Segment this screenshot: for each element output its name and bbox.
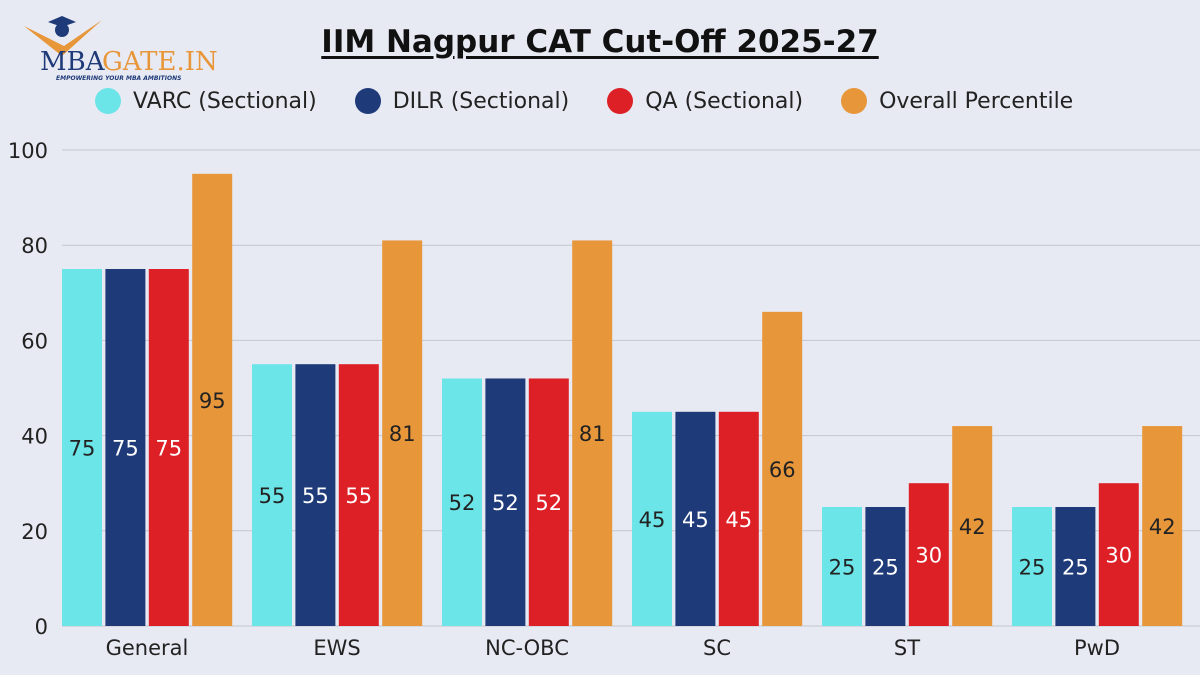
legend-label: Overall Percentile — [879, 88, 1074, 114]
legend-item: Overall Percentile — [841, 88, 1073, 114]
legend-item: DILR (Sectional) — [354, 88, 570, 114]
data-label: 45 — [639, 508, 666, 532]
y-tick-label: 100 — [8, 139, 48, 163]
data-label: 55 — [302, 484, 329, 508]
bar-dilr-sectional — [295, 364, 336, 626]
chart-title-text: IIM Nagpur CAT Cut-Off 2025-27 — [321, 24, 879, 60]
x-tick-label: ST — [894, 636, 920, 660]
legend-item: VARC (Sectional) — [95, 88, 317, 114]
data-label: 55 — [345, 484, 372, 508]
y-tick-label: 80 — [21, 234, 48, 258]
x-tick-label: NC-OBC — [485, 636, 569, 660]
y-tick-label: 0 — [35, 615, 48, 639]
bar-qa-sectional — [718, 411, 759, 626]
bar-varc-sectional — [822, 507, 862, 626]
data-label: 45 — [725, 508, 752, 532]
legend-label: QA (Sectional) — [645, 88, 804, 114]
bar-qa-sectional — [338, 364, 379, 626]
y-tick-label: 40 — [21, 425, 48, 449]
x-tick-label: PwD — [1074, 636, 1120, 660]
bar-overall-percentile — [382, 240, 423, 626]
svg-text:GATE.IN: GATE.IN — [102, 47, 218, 77]
bar-dilr-sectional — [865, 507, 906, 626]
data-label: 75 — [112, 437, 139, 461]
data-label: 55 — [259, 484, 286, 508]
bar-qa-sectional — [148, 269, 189, 626]
bar-overall-percentile — [762, 311, 803, 626]
bar-dilr-sectional — [485, 378, 526, 626]
x-tick-label: SC — [703, 636, 731, 660]
data-label: 95 — [199, 389, 226, 413]
chart-title: IIM Nagpur CAT Cut-Off 2025-27 — [0, 24, 1200, 60]
legend: VARC (Sectional) DILR (Sectional) QA (Sect… — [95, 88, 1111, 114]
legend-label: VARC (Sectional) — [133, 88, 317, 114]
mbagate-logo: MBA GATE.IN EMPOWERING YOUR MBA AMBITION… — [22, 8, 222, 83]
bar-varc-sectional — [252, 364, 292, 626]
bar-varc-sectional — [632, 411, 672, 626]
bar-overall-percentile — [192, 173, 233, 627]
bar-qa-sectional — [1098, 483, 1139, 626]
y-tick-label: 60 — [21, 329, 48, 353]
data-label: 52 — [449, 491, 476, 515]
bar-overall-percentile — [1142, 426, 1183, 626]
bar-dilr-sectional — [675, 411, 716, 626]
legend-swatch — [841, 88, 868, 114]
bar-varc-sectional — [62, 269, 102, 626]
y-tick-label: 20 — [21, 520, 48, 544]
legend-swatch — [95, 88, 121, 114]
x-tick-label: General — [106, 636, 189, 660]
data-label: 66 — [769, 458, 796, 482]
data-label: 42 — [959, 515, 986, 539]
legend-swatch — [607, 88, 634, 114]
data-label: 25 — [1062, 556, 1089, 580]
data-label: 45 — [682, 508, 709, 532]
bar-overall-percentile — [952, 426, 993, 626]
data-label: 52 — [535, 491, 562, 515]
data-label: 81 — [389, 422, 416, 446]
legend-label: DILR (Sectional) — [392, 88, 570, 114]
data-label: 25 — [872, 556, 899, 580]
svg-text:EMPOWERING YOUR MBA AMBITIONS: EMPOWERING YOUR MBA AMBITIONS — [56, 75, 181, 82]
bar-qa-sectional — [908, 483, 949, 626]
legend-item: QA (Sectional) — [607, 88, 803, 114]
bar-overall-percentile — [572, 240, 613, 626]
x-tick-label: EWS — [313, 636, 360, 660]
bar-dilr-sectional — [1055, 507, 1096, 626]
data-label: 25 — [1019, 556, 1046, 580]
data-label: 81 — [579, 422, 606, 446]
data-label: 25 — [829, 556, 856, 580]
data-label: 30 — [1105, 544, 1132, 568]
data-label: 30 — [915, 544, 942, 568]
bar-varc-sectional — [1012, 507, 1052, 626]
bar-varc-sectional — [442, 378, 482, 626]
data-label: 52 — [492, 491, 519, 515]
legend-swatch — [354, 88, 381, 114]
bar-qa-sectional — [528, 378, 569, 626]
data-label: 75 — [155, 437, 182, 461]
data-label: 75 — [69, 437, 96, 461]
svg-text:MBA: MBA — [40, 47, 106, 77]
data-label: 42 — [1149, 515, 1176, 539]
bar-dilr-sectional — [105, 269, 146, 626]
